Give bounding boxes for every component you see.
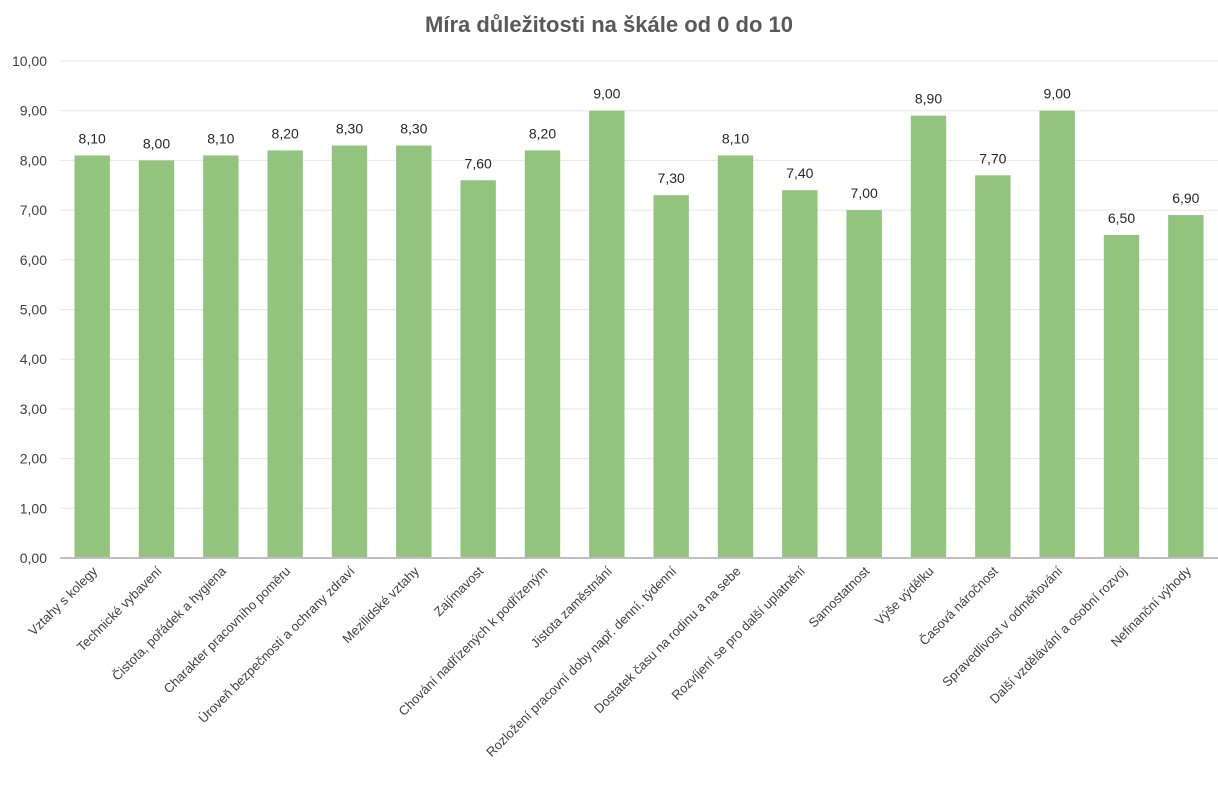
data-label: 7,70 xyxy=(979,150,1006,166)
bar xyxy=(460,180,496,558)
bar xyxy=(524,150,561,558)
y-tick-label: 0,00 xyxy=(20,550,47,566)
bar xyxy=(138,160,175,558)
data-label: 8,30 xyxy=(336,120,363,136)
bar xyxy=(1039,110,1075,558)
bar xyxy=(717,155,754,558)
bar xyxy=(910,115,947,559)
bar xyxy=(1168,215,1204,558)
bar xyxy=(589,110,625,558)
x-tick-label: Výše výdělku xyxy=(872,564,937,629)
x-tick-label: Další vzdělávání a osobní rozvoj xyxy=(987,563,1130,706)
bar xyxy=(203,155,239,558)
data-label: 8,20 xyxy=(529,125,556,141)
bar xyxy=(267,150,303,558)
bar xyxy=(331,145,368,559)
bar xyxy=(653,195,689,558)
x-tick-label: Charakter pracovního poměru xyxy=(161,564,294,697)
y-tick-label: 9,00 xyxy=(20,103,47,119)
data-label: 8,10 xyxy=(207,130,234,146)
bar xyxy=(74,155,110,558)
y-tick-label: 1,00 xyxy=(20,500,47,516)
bar xyxy=(846,210,882,558)
data-label: 7,30 xyxy=(658,170,685,186)
bar xyxy=(396,145,432,559)
data-label: 8,10 xyxy=(79,130,106,146)
data-label: 8,90 xyxy=(915,91,942,107)
data-label: 7,40 xyxy=(786,165,813,181)
data-label: 9,00 xyxy=(593,86,620,102)
y-tick-label: 7,00 xyxy=(20,202,47,218)
x-tick-label: Samostatnost xyxy=(805,563,872,630)
data-label: 7,60 xyxy=(465,155,492,171)
y-tick-label: 3,00 xyxy=(20,401,47,417)
data-label: 8,30 xyxy=(400,120,427,136)
y-tick-label: 2,00 xyxy=(20,451,47,467)
y-tick-label: 6,00 xyxy=(20,252,47,268)
data-label: 9,00 xyxy=(1044,86,1071,102)
y-tick-label: 8,00 xyxy=(20,152,47,168)
chart-title: Míra důležitosti na škále od 0 do 10 xyxy=(425,12,793,37)
data-label: 8,00 xyxy=(143,135,170,151)
x-tick-label: Čistota, pořádek a hygiena xyxy=(109,563,230,684)
x-tick-label: Zajímavost xyxy=(431,563,487,619)
data-label: 6,90 xyxy=(1172,190,1199,206)
bar xyxy=(975,175,1011,558)
bar xyxy=(1103,234,1140,558)
y-tick-label: 4,00 xyxy=(20,351,47,367)
data-label: 7,00 xyxy=(851,185,878,201)
data-label: 8,20 xyxy=(272,125,299,141)
x-tick-label: Rozvíjení se pro další uplatnění xyxy=(669,563,809,703)
y-tick-label: 10,00 xyxy=(12,53,47,69)
x-tick-label: Spravedlivost v odměňování xyxy=(939,563,1065,689)
data-label: 8,10 xyxy=(722,130,749,146)
y-tick-label: 5,00 xyxy=(20,302,47,318)
data-label: 6,50 xyxy=(1108,210,1135,226)
bar xyxy=(782,190,818,558)
